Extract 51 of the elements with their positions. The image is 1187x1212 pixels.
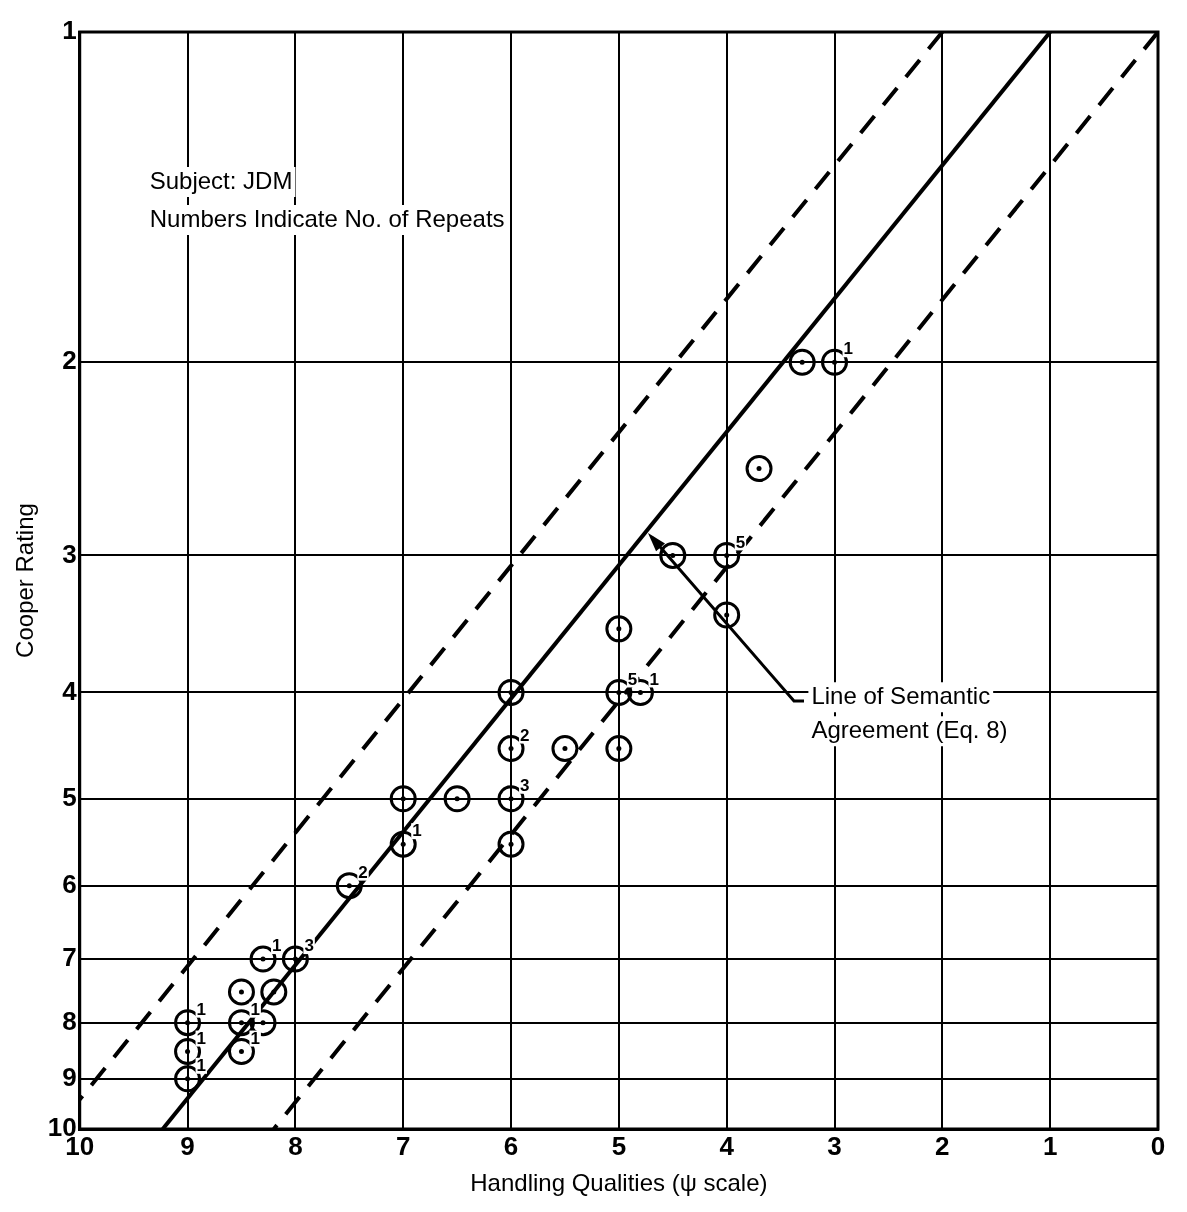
y-axis-title: Cooper Rating xyxy=(11,503,39,658)
x-tick-label: 6 xyxy=(503,1130,519,1161)
annotation: 2 xyxy=(358,862,368,882)
point xyxy=(443,785,471,813)
point xyxy=(713,601,741,629)
y-tick-label: 4 xyxy=(62,675,78,706)
point xyxy=(659,541,687,569)
annotation: 1 xyxy=(272,936,282,956)
point xyxy=(260,978,288,1006)
point xyxy=(605,735,633,763)
x-tick-label: 1 xyxy=(1042,1130,1058,1161)
annotation: 5 xyxy=(735,532,746,552)
point xyxy=(745,455,773,483)
point xyxy=(497,830,525,858)
x-tick-label: 3 xyxy=(827,1130,842,1161)
annotation: Subject: JDM xyxy=(149,166,293,194)
annotation: 2 xyxy=(520,725,530,745)
y-tick-label: 8 xyxy=(62,1005,77,1036)
x-tick-label: 8 xyxy=(288,1130,303,1161)
annotation: 5 xyxy=(627,669,638,689)
y-tick-label: 1 xyxy=(62,15,77,46)
annotation: Line of Semantic Agreement (Eq. 8) xyxy=(811,681,1008,743)
annotation: 3 xyxy=(304,936,314,956)
annotation: Numbers Indicate No. of Repeats xyxy=(149,204,505,232)
point xyxy=(497,678,525,706)
annotation: 1 xyxy=(196,999,207,1019)
annotation: 1 xyxy=(649,669,659,689)
annotation: 1 xyxy=(196,1028,207,1048)
annotation: 1 xyxy=(250,1028,260,1048)
point xyxy=(788,348,816,376)
annotation: 1 xyxy=(843,339,853,359)
annotation: 1 xyxy=(412,821,422,841)
x-tick-label: 0 xyxy=(1150,1130,1166,1161)
annotation: 3 xyxy=(520,775,530,795)
y-tick-label: 3 xyxy=(62,538,77,569)
x-tick-label: 4 xyxy=(719,1130,735,1161)
point xyxy=(389,785,417,813)
x-tick-label: 7 xyxy=(395,1130,411,1161)
y-tick-label: 6 xyxy=(62,868,77,899)
y-tick-label: 2 xyxy=(62,345,77,376)
annotation: 1 xyxy=(196,1055,207,1075)
annotation: 1 xyxy=(250,999,260,1019)
x-axis-title: Handling Qualities (ψ scale) xyxy=(470,1169,768,1197)
point xyxy=(605,615,633,643)
x-tick-label: 5 xyxy=(611,1130,627,1161)
y-tick-label: 7 xyxy=(62,942,77,973)
point xyxy=(551,735,579,763)
x-tick-label: 9 xyxy=(180,1130,195,1161)
y-tick-label: 9 xyxy=(62,1061,77,1092)
y-tick-label: 5 xyxy=(62,781,77,812)
x-tick-label: 2 xyxy=(935,1130,950,1161)
